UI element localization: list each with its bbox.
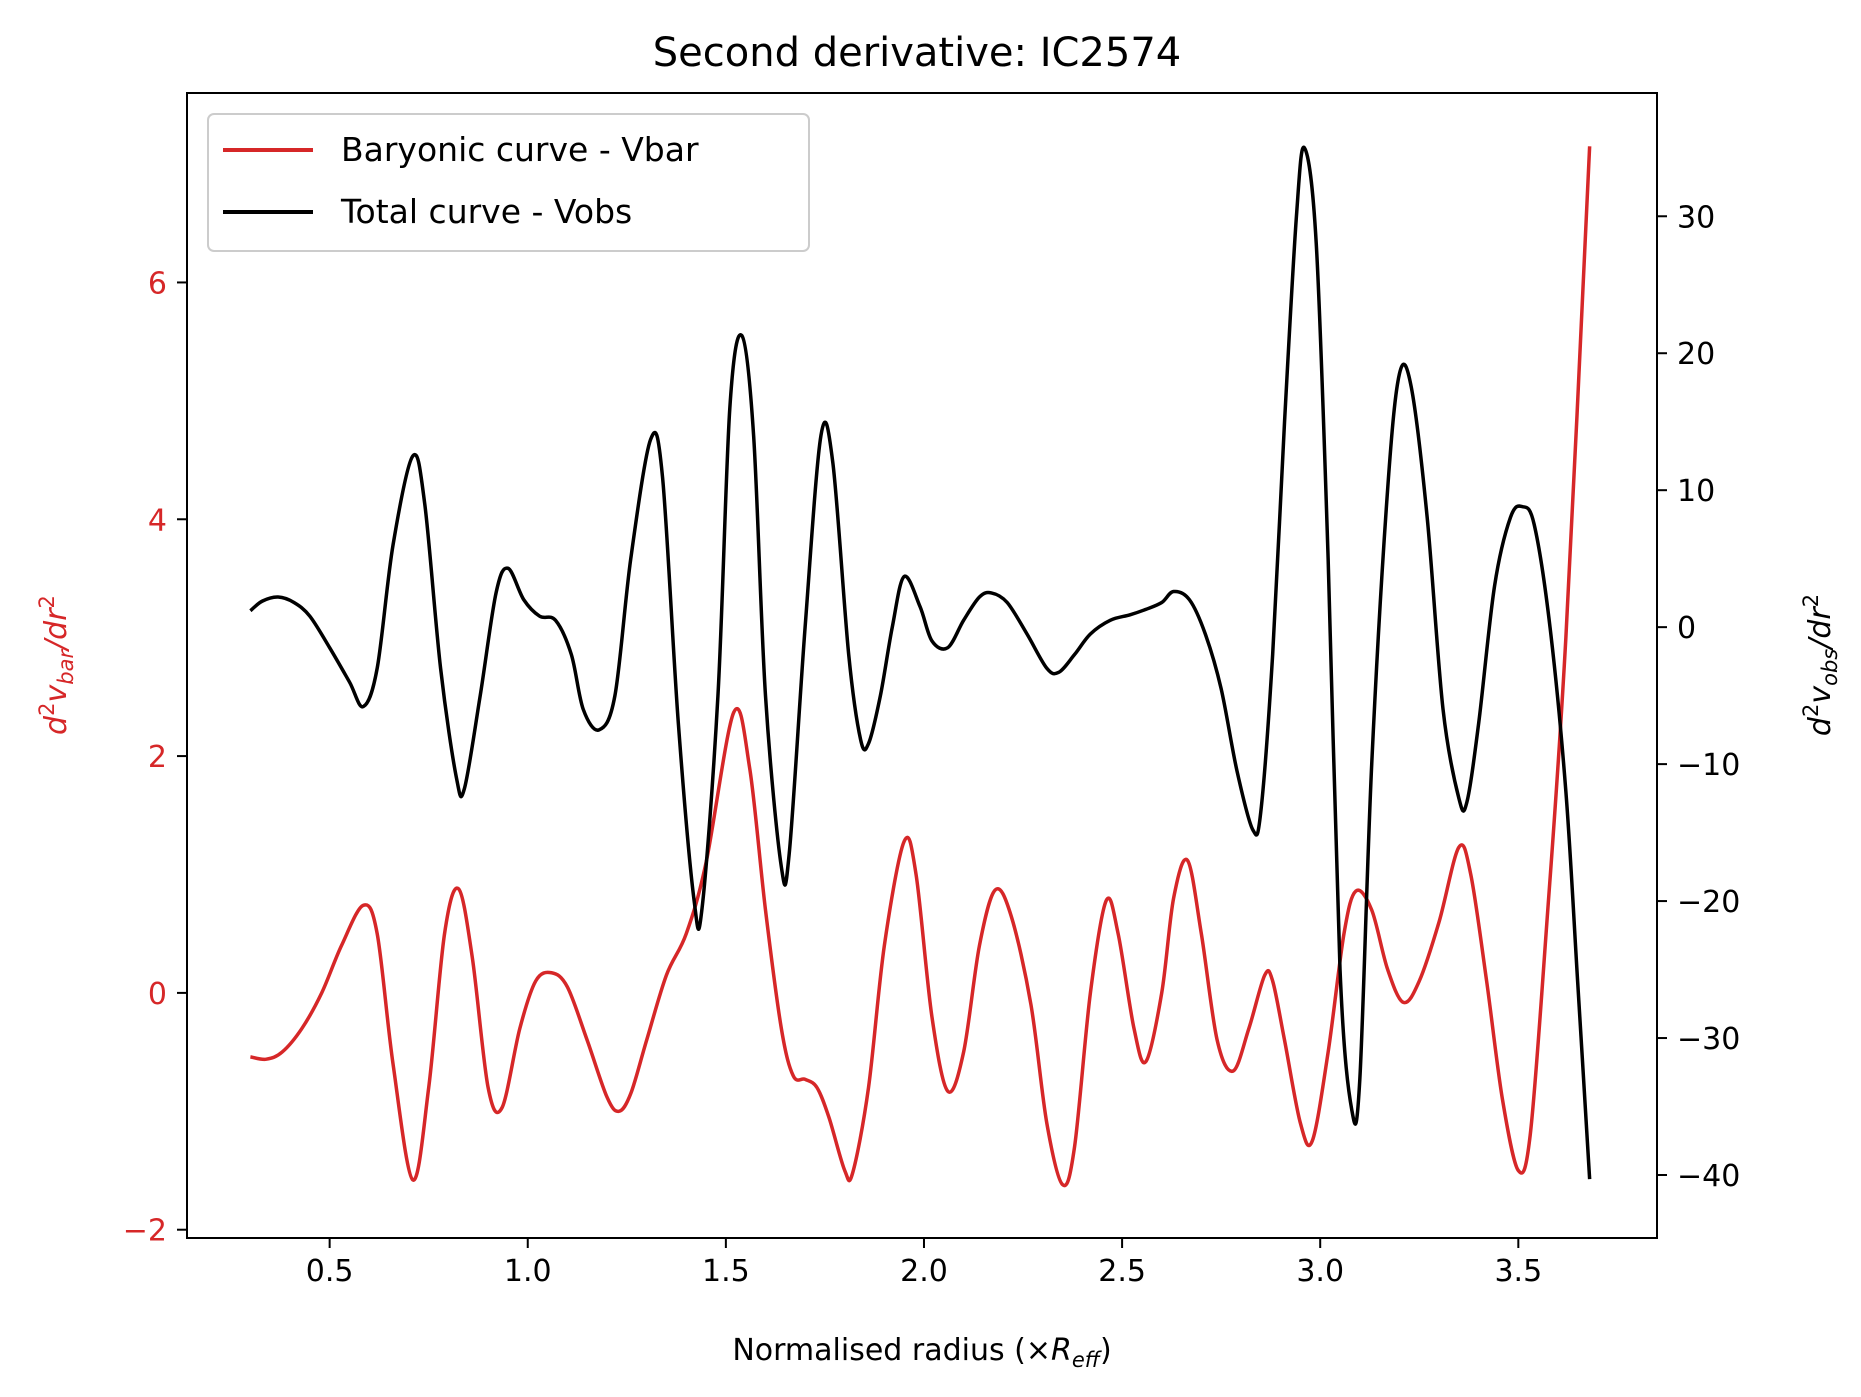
x-tick-label: 3.5 bbox=[1494, 1254, 1542, 1289]
y-right-label-d: d bbox=[1803, 716, 1838, 736]
y-axis-right: −40 −30 −20 −10 0 10 20 30 bbox=[1657, 200, 1740, 1194]
legend-label-total: Total curve - Vobs bbox=[340, 192, 632, 231]
y-axis-label-right: d2vobs/dr2 bbox=[1799, 594, 1842, 736]
x-tick-label: 0.5 bbox=[306, 1254, 354, 1289]
y-right-tick-label: −10 bbox=[1677, 748, 1740, 783]
y-right-tick-label: 0 bbox=[1677, 611, 1696, 646]
y-left-tick-label: 6 bbox=[148, 266, 167, 301]
legend: Baryonic curve - Vbar Total curve - Vobs bbox=[207, 113, 810, 252]
y-axis-label-left: d2vbar/dr2 bbox=[35, 595, 78, 735]
y-right-label-dr-sup: 2 bbox=[1799, 594, 1823, 607]
y-left-tick-label: −2 bbox=[123, 1214, 167, 1249]
x-axis: 0.5 1.0 1.5 2.0 2.5 3.0 3.5 bbox=[306, 1238, 1542, 1289]
y-axis-left: −2 0 2 4 6 bbox=[123, 266, 187, 1249]
x-tick-label: 2.5 bbox=[1098, 1254, 1146, 1289]
chart-title: Second derivative: IC2574 bbox=[653, 30, 1181, 76]
x-tick-label: 3.0 bbox=[1296, 1254, 1344, 1289]
y-left-tick-label: 4 bbox=[148, 503, 167, 538]
plot-frame bbox=[186, 92, 1658, 1239]
y-left-label-sup: 2 bbox=[35, 703, 59, 716]
x-tick-label: 1.0 bbox=[504, 1254, 552, 1289]
y-right-tick-label: −30 bbox=[1677, 1022, 1740, 1057]
y-left-label-d: d bbox=[39, 715, 74, 735]
x-tick-label: 1.5 bbox=[702, 1254, 750, 1289]
x-axis-label-close: ) bbox=[1100, 1333, 1112, 1368]
legend-box bbox=[207, 113, 810, 252]
y-right-tick-label: −40 bbox=[1677, 1159, 1740, 1194]
y-left-tick-label: 2 bbox=[148, 740, 167, 775]
x-axis-label-main: Normalised radius (× bbox=[732, 1333, 1051, 1368]
y-right-tick-label: −20 bbox=[1677, 885, 1740, 920]
x-axis-label-symbol: R bbox=[1051, 1333, 1072, 1368]
x-axis-label: Normalised radius (×Reff) bbox=[732, 1333, 1111, 1372]
y-left-label-sub: bar bbox=[54, 649, 78, 685]
plot-area bbox=[186, 92, 1658, 1239]
y-right-label-sub: obs bbox=[1818, 649, 1842, 686]
y-right-tick-label: 30 bbox=[1677, 200, 1715, 235]
y-left-label-v: v bbox=[39, 684, 74, 703]
y-right-label-dr: /dr bbox=[1803, 606, 1838, 652]
series-lines bbox=[249, 145, 1592, 1188]
y-right-label-sup: 2 bbox=[1799, 704, 1823, 717]
y-left-label-dr: /dr bbox=[39, 607, 74, 653]
legend-label-baryonic: Baryonic curve - Vbar bbox=[341, 130, 699, 169]
y-right-tick-label: 10 bbox=[1677, 474, 1715, 509]
series-line-total bbox=[249, 145, 1592, 1180]
y-left-tick-label: 0 bbox=[148, 977, 167, 1012]
y-right-tick-label: 20 bbox=[1677, 337, 1715, 372]
series-line-baryonic bbox=[250, 146, 1592, 1188]
y-right-label-v: v bbox=[1803, 685, 1838, 704]
x-tick-label: 2.0 bbox=[900, 1254, 948, 1289]
x-axis-label-subscript: eff bbox=[1072, 1348, 1103, 1372]
y-left-label-dr-sup: 2 bbox=[35, 595, 59, 608]
